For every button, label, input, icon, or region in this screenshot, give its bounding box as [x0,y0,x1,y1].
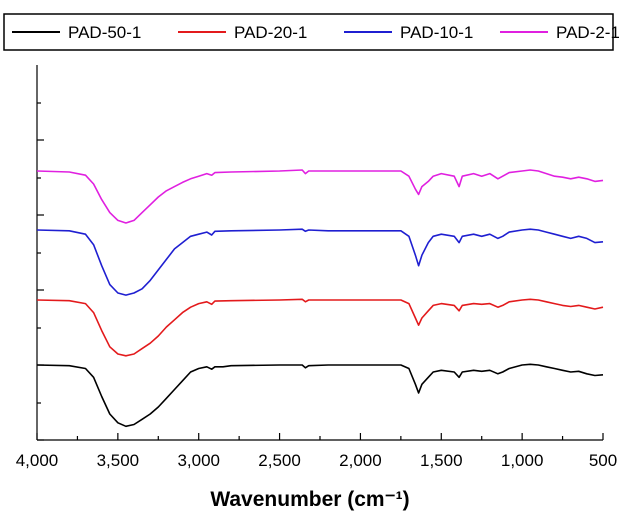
series-line-pad-20-1 [36,298,604,357]
x-tick-label: 1,500 [420,451,463,470]
x-tick-label: 2,000 [339,451,382,470]
legend-item: PAD-50-1 [12,23,141,42]
legend-item: PAD-2-1 [500,23,619,42]
x-tick-label: 4,000 [16,451,59,470]
x-axis-label: Wavenumber (cm⁻¹) [210,488,409,511]
legend-label: PAD-2-1 [556,23,619,42]
x-tick-label: 500 [589,451,617,470]
x-tick-label: 2,500 [258,451,301,470]
plot-area: 4,000 3,500 3,000 2,500 2,000 1,500 1,000 500 [16,65,617,470]
x-tick-label: 3,500 [97,451,140,470]
x-tick-label: 3,000 [177,451,220,470]
legend-label: PAD-50-1 [68,23,141,42]
series-line-pad-2-1 [36,169,604,224]
legend-item: PAD-20-1 [178,23,307,42]
series-line-pad-50-1 [36,363,604,428]
legend-label: PAD-20-1 [234,23,307,42]
legend: PAD-50-1 PAD-20-1 PAD-10-1 PAD-2-1 [3,13,619,51]
legend-label: PAD-10-1 [400,23,473,42]
series-line-pad-10-1 [36,228,604,296]
x-tick-label: 1,000 [501,451,544,470]
legend-item: PAD-10-1 [344,23,473,42]
